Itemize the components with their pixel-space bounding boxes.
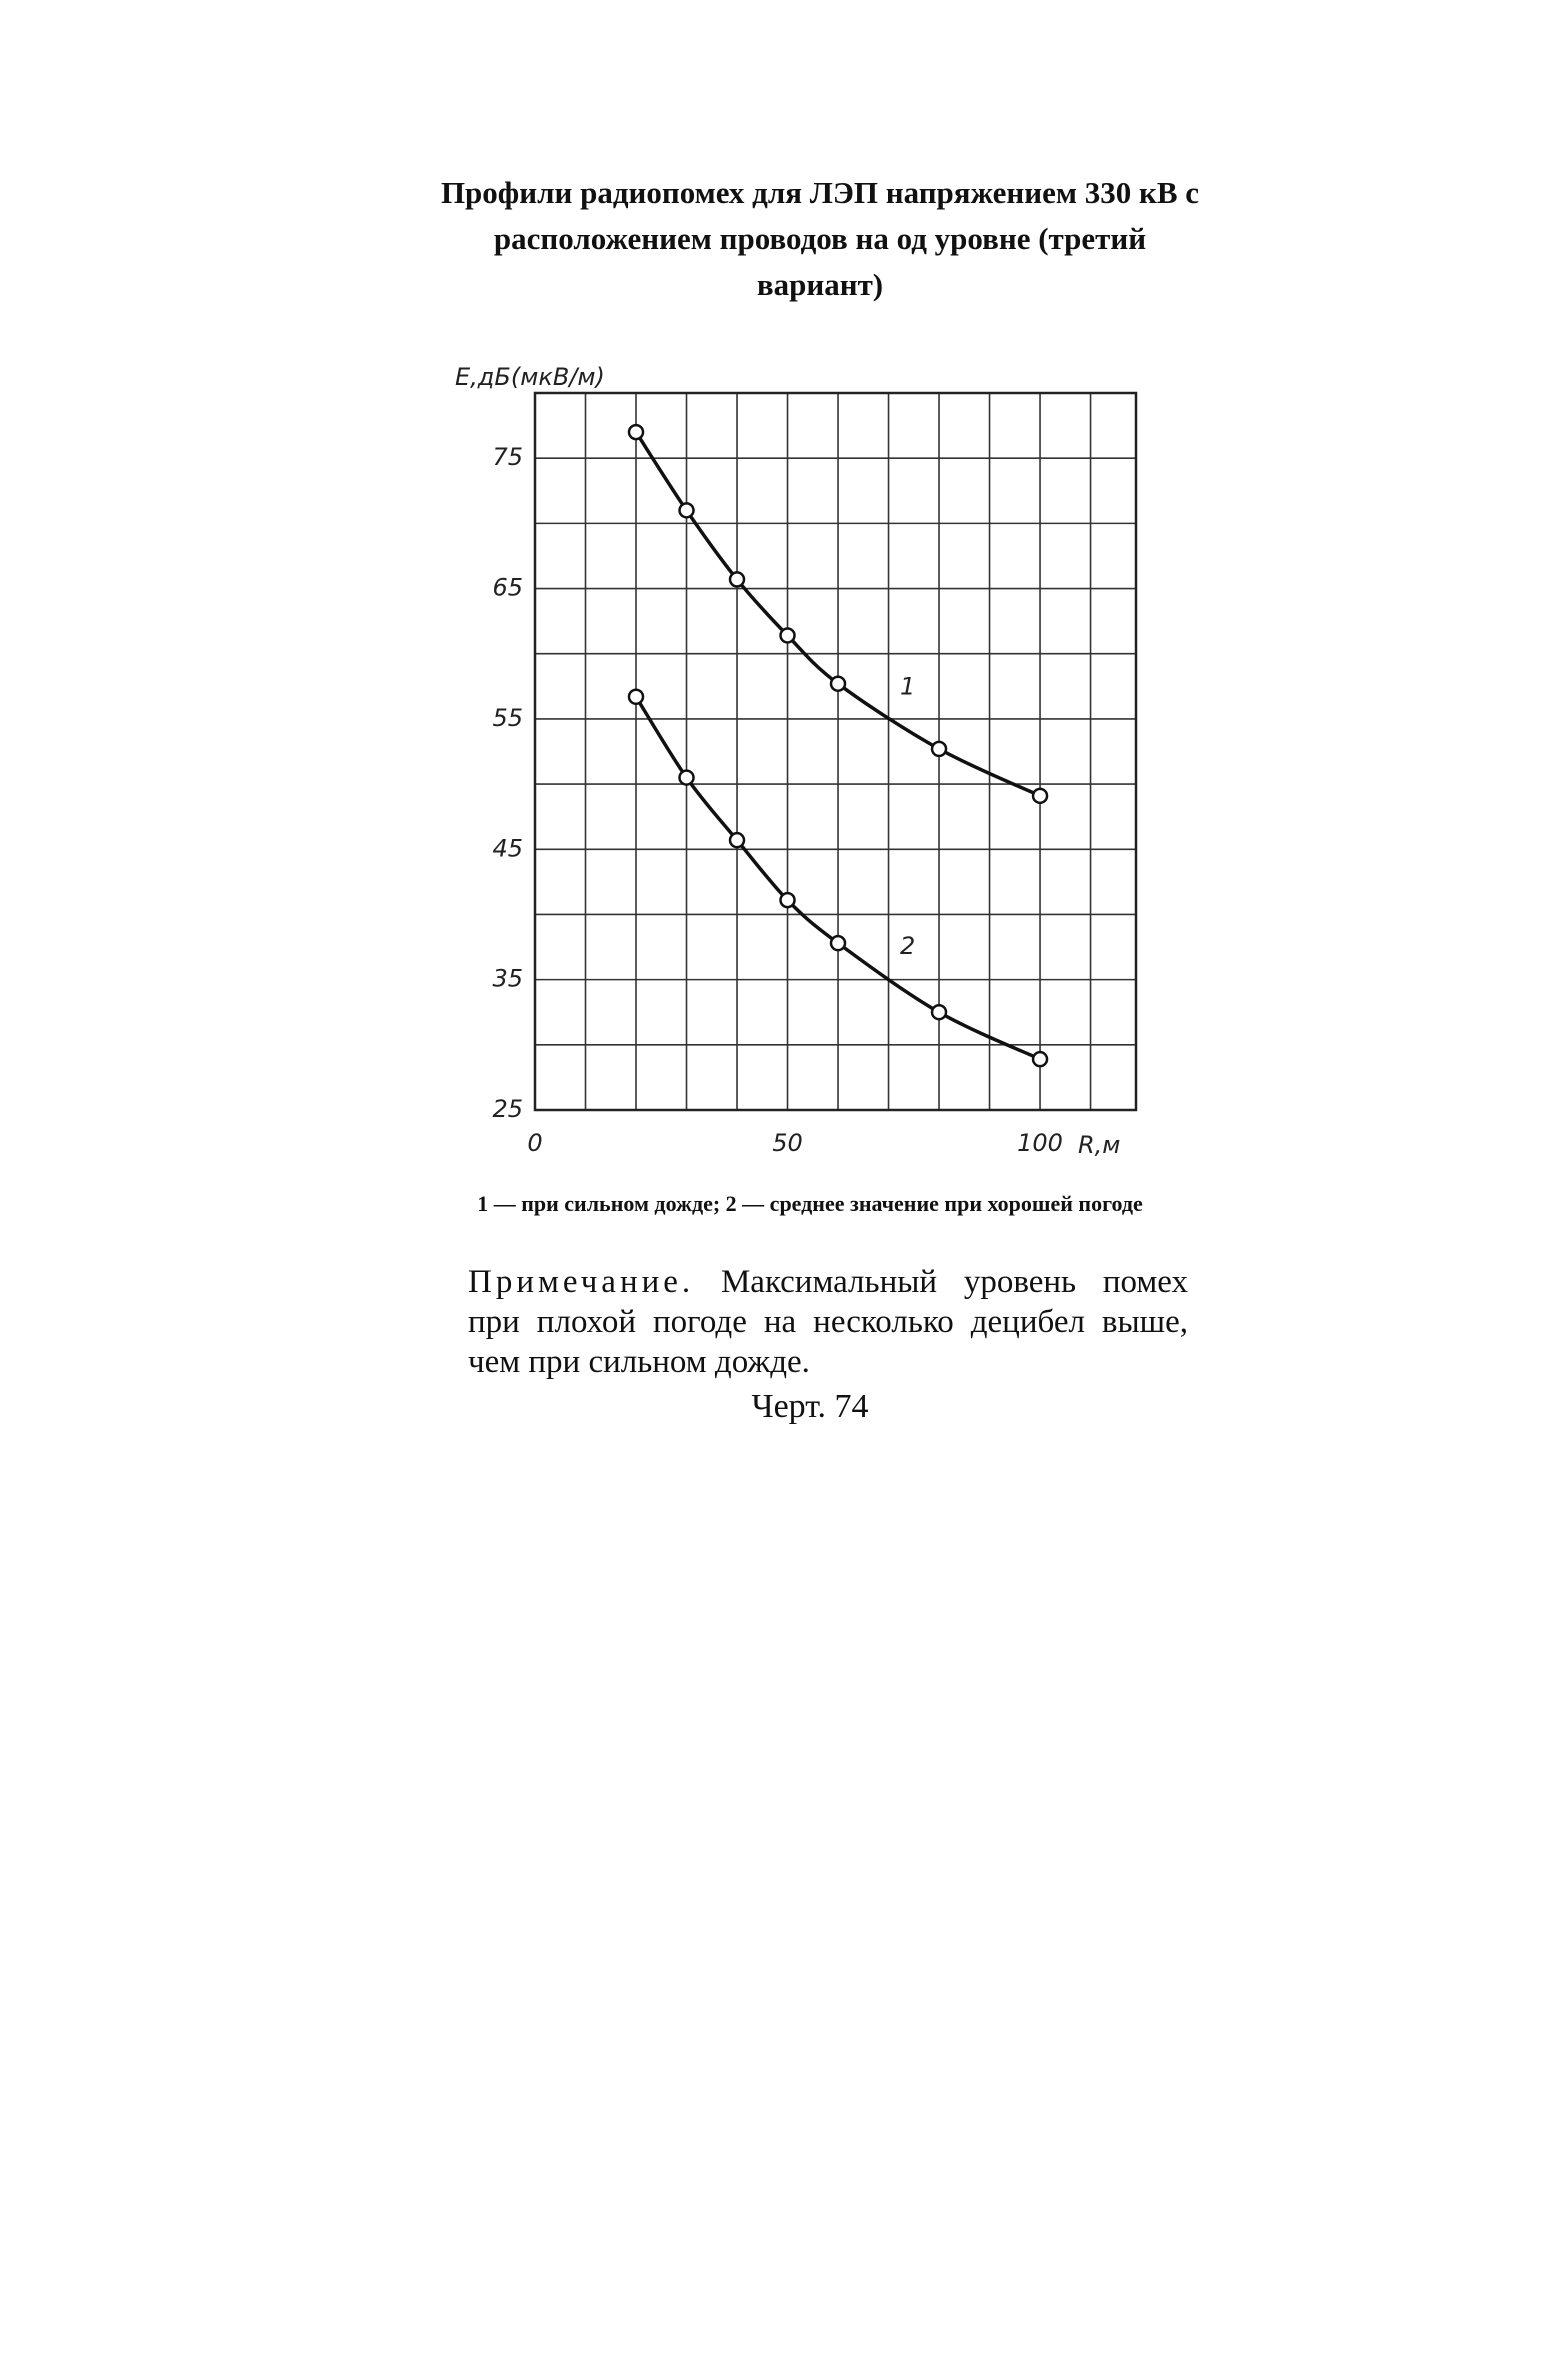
curve-label: 1 [900, 673, 915, 701]
data-point [678, 502, 695, 519]
data-point [627, 423, 645, 441]
curve-label: 2 [900, 932, 915, 960]
chart: E,дБ(мкВ/м) R,м 25 35 45 55 65 75 0 50 100 1 2 [455, 363, 1138, 1159]
chart-title: Профили радиопомех для ЛЭП напряжением 3… [440, 175, 1200, 302]
data-point [1031, 1050, 1049, 1068]
y-axis-label: E,дБ(мкВ/м) [455, 363, 605, 391]
data-point [829, 934, 847, 952]
note-text: Максимальный уровень помех при плохой по… [468, 1264, 1188, 1380]
data-point [829, 675, 847, 692]
figure-label: Черт. 74 [751, 1388, 869, 1425]
data-point [1031, 787, 1049, 805]
x-axis-label: R,м [1078, 1131, 1120, 1159]
data-point [930, 1003, 948, 1021]
x-tick-label: 100 [1017, 1129, 1063, 1157]
data-point [728, 571, 746, 588]
x-tick-label: 50 [772, 1129, 803, 1157]
y-tick-label: 75 [492, 443, 523, 471]
data-point [779, 891, 796, 909]
note: Примечание. Максимальный уровень помех п… [468, 1262, 1188, 1382]
caption: 1 — при сильном дожде; 2 — среднее значе… [477, 1191, 1143, 1216]
data-point [779, 627, 796, 644]
y-tick-label: 35 [492, 965, 523, 993]
y-tick-label: 65 [492, 574, 523, 602]
x-tick-label: 0 [527, 1129, 542, 1157]
plot-frame [533, 391, 1138, 1112]
data-point [728, 831, 746, 849]
y-tick-label: 45 [492, 834, 523, 862]
note-label: Примечание. [468, 1264, 695, 1300]
y-tick-label: 25 [492, 1095, 523, 1123]
data-point [930, 740, 948, 758]
data-point [627, 688, 645, 705]
data-point [678, 769, 695, 786]
y-tick-label: 55 [492, 704, 523, 732]
